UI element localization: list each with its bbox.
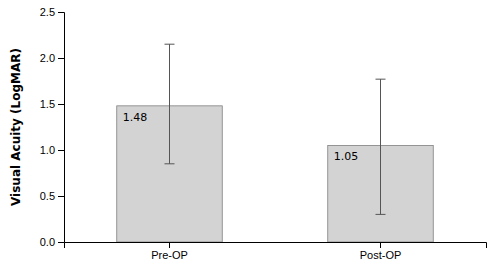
- error-bar-line: [165, 44, 175, 164]
- plot: 0.0 0.5 1.0 1.5 2.0 2.5 Pre-OP Post-OP 1.48 1.05: [40, 6, 487, 261]
- error-bar: [376, 79, 386, 214]
- y-tick: 2.5: [40, 6, 64, 18]
- y-tick-mark: [58, 150, 64, 151]
- y-tick: 1.0: [40, 144, 64, 156]
- y-tick-label: 0.0: [40, 236, 55, 248]
- y-tick-label: 1.0: [40, 144, 55, 156]
- x-axis: Pre-OP Post-OP: [65, 242, 487, 261]
- y-tick: 0.0: [40, 236, 64, 248]
- y-tick: 0.5: [40, 190, 64, 202]
- data-labels: 1.48 1.05: [123, 111, 359, 164]
- y-tick-label: 0.5: [40, 190, 55, 202]
- x-tick-label: Post-OP: [360, 249, 402, 261]
- y-tick-label: 1.5: [40, 98, 55, 110]
- error-bar-line: [376, 79, 386, 214]
- y-tick-mark: [58, 58, 64, 59]
- x-tick-mark: [380, 242, 381, 248]
- y-axis: 0.0 0.5 1.0 1.5 2.0 2.5: [40, 6, 65, 248]
- y-tick: 1.5: [40, 98, 64, 110]
- marks: [117, 44, 434, 242]
- y-axis-line: [58, 13, 65, 243]
- y-axis-title: Visual Acuity (LogMAR): [9, 48, 23, 206]
- y-tick-mark: [58, 242, 64, 243]
- error-bar: [165, 44, 175, 164]
- x-axis-line: [65, 243, 487, 249]
- data-label: 1.48: [123, 111, 148, 124]
- x-tick: Pre-OP: [151, 242, 188, 261]
- x-tick: Post-OP: [360, 242, 402, 261]
- y-tick-mark: [58, 12, 64, 13]
- y-tick: 2.0: [40, 52, 64, 64]
- x-tick-mark: [169, 242, 170, 248]
- chart: 0.0 0.5 1.0 1.5 2.0 2.5 Pre-OP Post-OP 1.48 1.05 V…: [0, 0, 500, 272]
- y-tick-label: 2.0: [40, 52, 55, 64]
- y-tick-label: 2.5: [40, 6, 55, 18]
- data-label: 1.05: [334, 150, 359, 163]
- x-tick-label: Pre-OP: [151, 249, 188, 261]
- y-tick-mark: [58, 104, 64, 105]
- y-tick-mark: [58, 196, 64, 197]
